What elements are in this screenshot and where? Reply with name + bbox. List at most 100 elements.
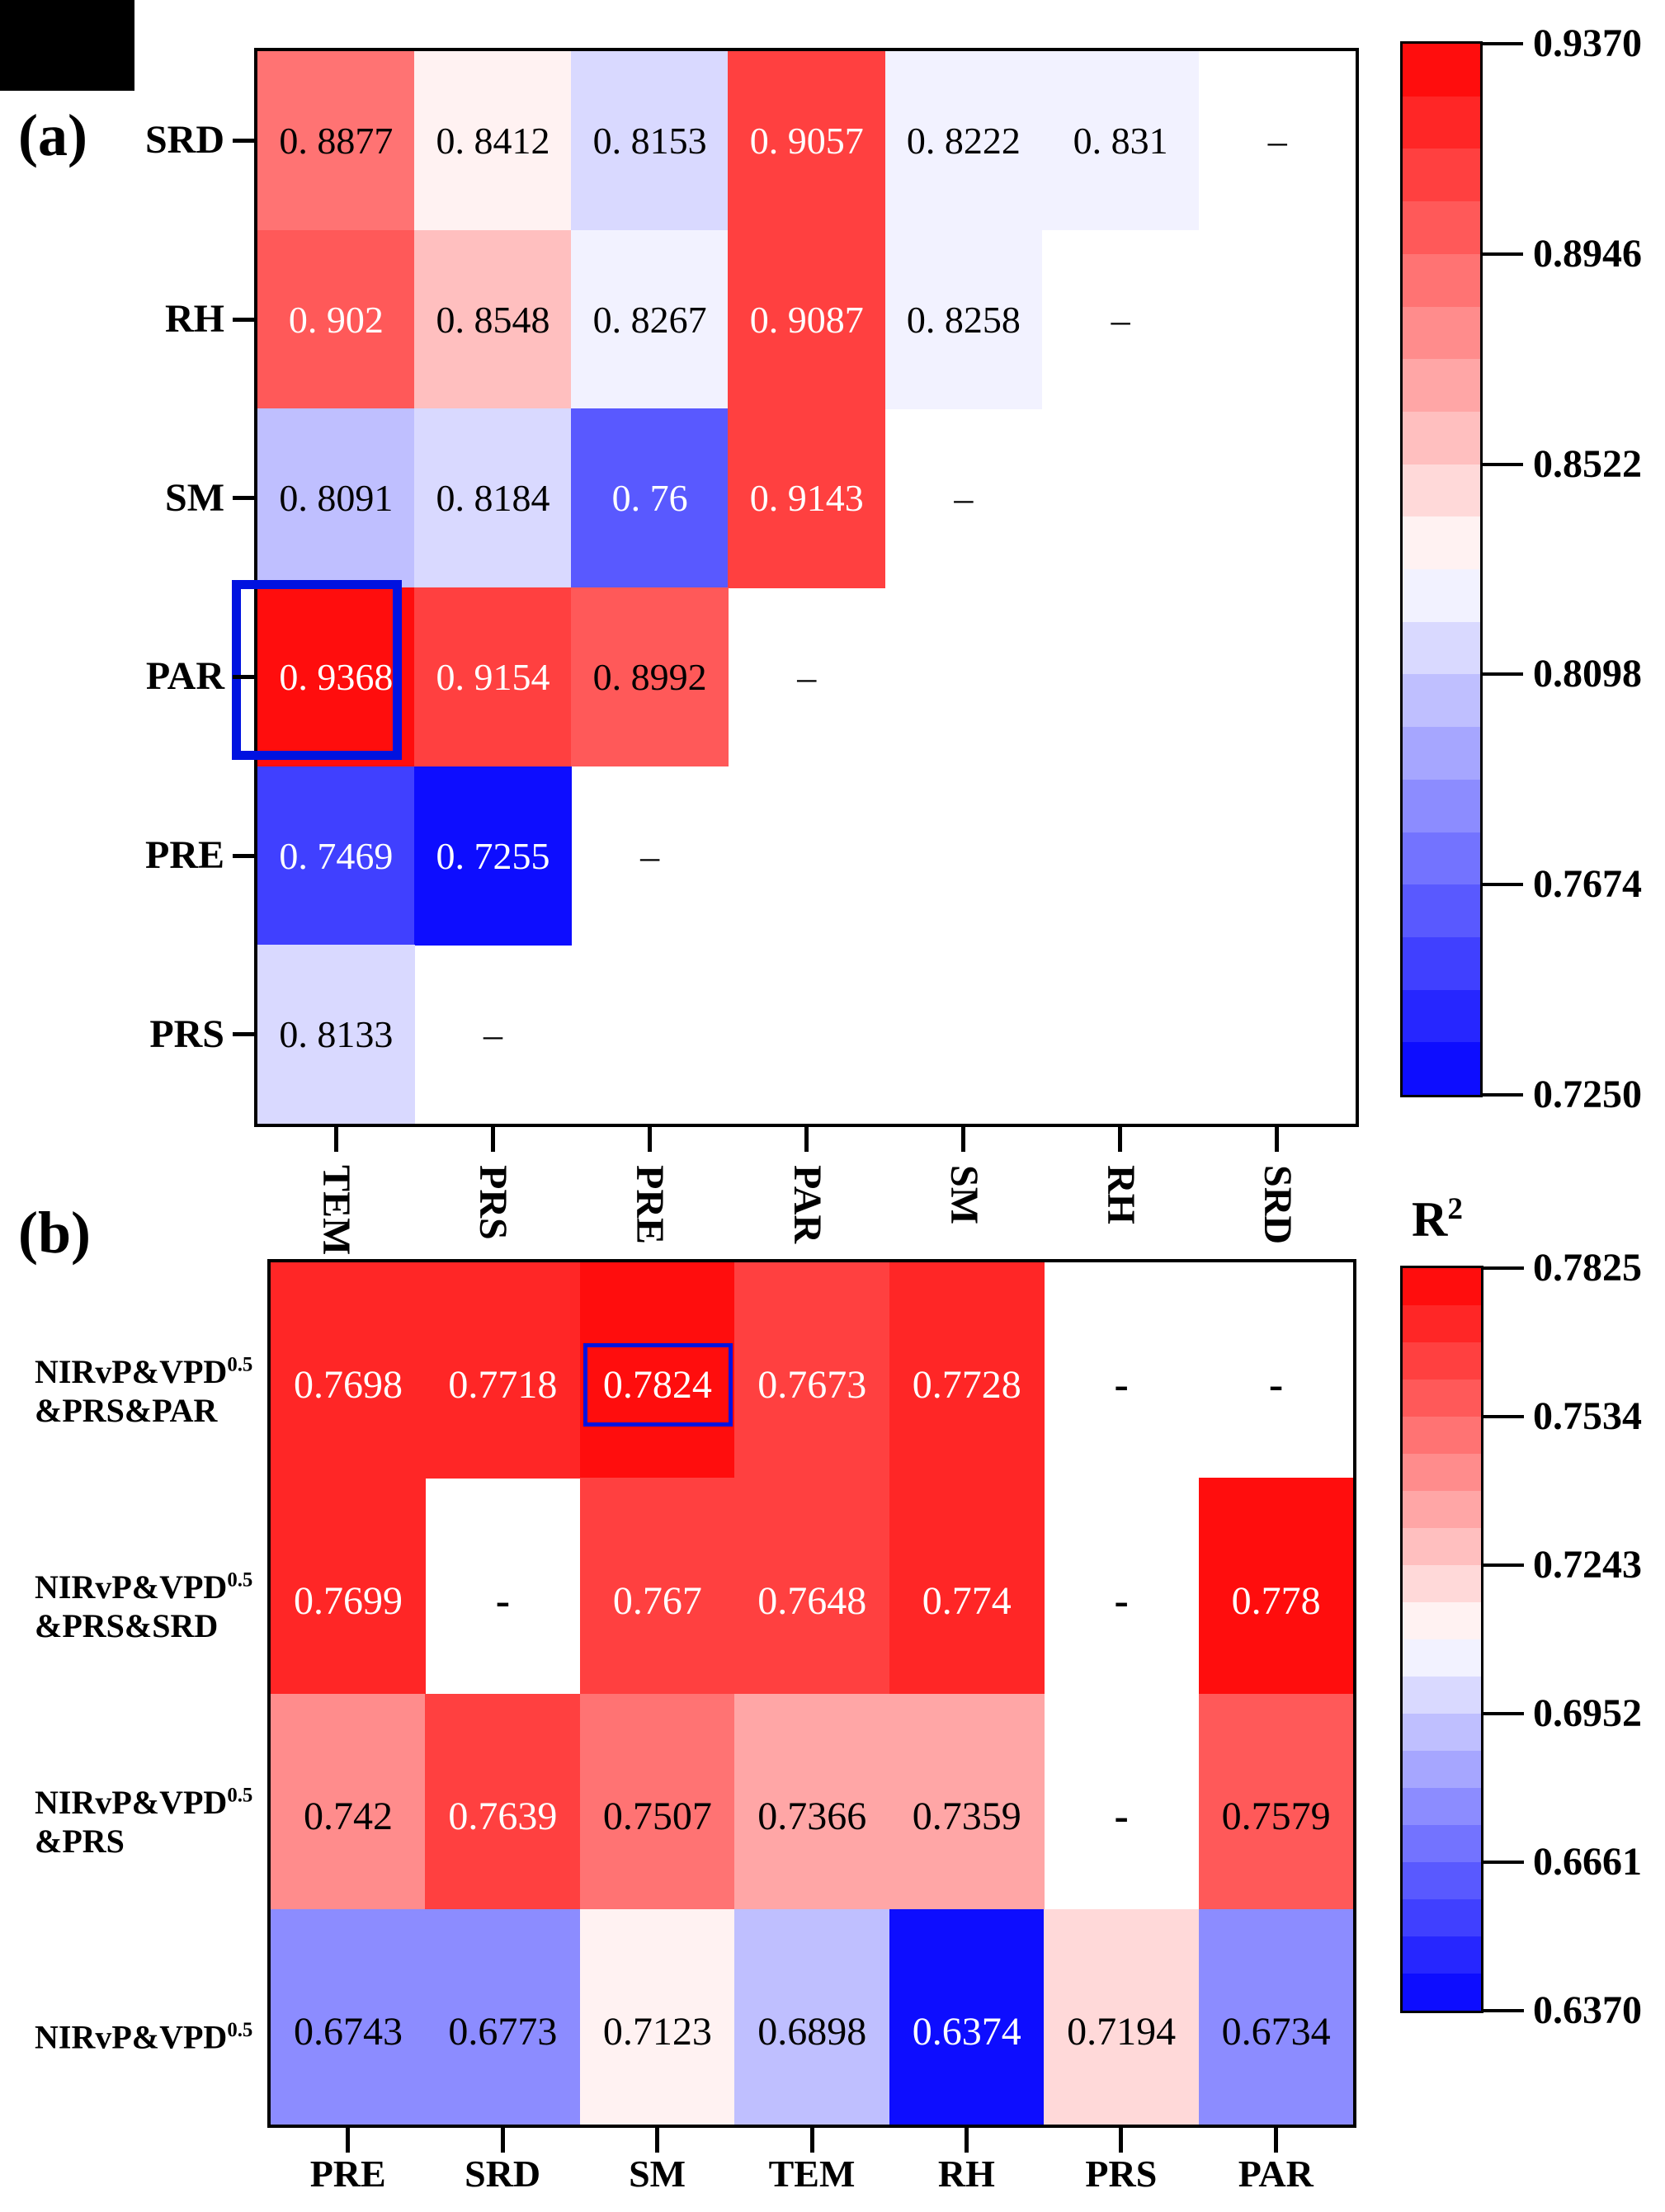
colorbar-tick-label: 0.8098: [1533, 652, 1642, 696]
col-label: SM: [941, 1165, 986, 1224]
colorbar-tick: [1480, 1093, 1523, 1097]
y-axis-tick: [233, 1032, 257, 1037]
col-label: RH: [937, 2153, 995, 2195]
heatmap-dash-cell: -: [425, 1478, 580, 1694]
colorbar-segment: [1403, 936, 1480, 991]
heatmap-cell: 0. 8184: [414, 408, 572, 588]
x-axis-tick: [1273, 2128, 1278, 2153]
heatmap-cell: 0.7699: [271, 1478, 427, 1695]
colorbar-tick-label: 0.6661: [1533, 1840, 1642, 1884]
cell-dash: -: [1268, 1361, 1284, 1409]
colorbar-segment: [1403, 884, 1480, 938]
cell-value: 0. 76: [611, 477, 688, 520]
colorbar-segment: [1403, 1305, 1481, 1343]
x-axis-tick: [809, 2128, 814, 2153]
x-axis-tick: [961, 1127, 966, 1152]
cell-value: 0.6773: [448, 2010, 558, 2054]
heatmap-dash-cell: -: [1199, 1262, 1354, 1479]
colorbar-segment: [1403, 1491, 1481, 1529]
colorbar-title: R2: [1412, 1192, 1463, 1247]
row-label: PRE: [0, 836, 224, 875]
colorbar-segment: [1403, 1677, 1481, 1714]
colorbar-segment: [1403, 306, 1480, 360]
cell-value: 0. 9154: [436, 656, 550, 699]
heatmap-cell: 0.778: [1198, 1478, 1354, 1695]
heatmap-cell: 0.7639: [425, 1693, 581, 1910]
colorbar-tick-label: 0.6370: [1533, 1988, 1642, 2032]
colorbar-segment: [1403, 1565, 1481, 1603]
panel-a-label: (a): [18, 102, 87, 168]
cell-value: 0.6374: [912, 2010, 1021, 2054]
heatmap-cell: 0. 76: [571, 408, 729, 588]
colorbar-segment: [1403, 1417, 1481, 1455]
cell-value: 0.778: [1231, 1578, 1321, 1623]
cell-value: 0.6743: [294, 2010, 403, 2054]
highlight-box: [232, 580, 402, 760]
cell-value: 0.7366: [757, 1794, 867, 1838]
heatmap-dash-cell: –: [571, 766, 729, 946]
heatmap-cell: 0. 831: [1041, 51, 1200, 231]
x-axis-tick: [804, 1127, 809, 1152]
row-label-line: PRS: [149, 1012, 224, 1056]
heatmap-dash-cell: –: [728, 587, 885, 766]
x-axis-tick: [333, 1127, 338, 1152]
colorbar-tick-label: 0.8522: [1533, 441, 1642, 486]
cell-value: 0. 8153: [592, 120, 707, 163]
col-label: PRS: [471, 1165, 516, 1240]
colorbar-tick: [1480, 883, 1523, 887]
col-label: PAR: [1238, 2153, 1314, 2195]
colorbar-tick-label: 0.7825: [1533, 1246, 1642, 1290]
heatmap-cell: 0.7194: [1044, 1908, 1200, 2125]
row-label: SM: [0, 478, 224, 518]
superscript: 0.5: [227, 1353, 253, 1376]
heatmap-cell: 0. 8548: [414, 229, 572, 409]
heatmap-cell: 0.7123: [579, 1908, 735, 2125]
colorbar-tick: [1480, 672, 1523, 677]
colorbar-segment: [1403, 1825, 1481, 1863]
x-axis-tick: [655, 2128, 660, 2153]
heatmap-cell: 0. 8153: [571, 51, 729, 231]
cell-value: 0.7639: [448, 1794, 558, 1838]
heatmap-cell: 0. 9057: [728, 51, 886, 231]
heatmap-cell: 0. 9368: [257, 587, 415, 767]
cell-value: 0. 8992: [592, 656, 707, 699]
cell-dash: -: [1114, 1577, 1129, 1625]
cell-value: 0.7507: [602, 1794, 712, 1838]
row-label: NIRvP&VPD0.5 &PRS: [35, 1783, 252, 1861]
cell-dash: –: [640, 834, 660, 877]
heatmap-cell: 0.767: [579, 1478, 735, 1695]
heatmap-cell: 0. 8267: [571, 229, 729, 409]
row-label-line: &PRS&PAR: [35, 1391, 218, 1429]
heatmap-cell: 0.6374: [889, 1908, 1045, 2125]
colorbar-segment: [1403, 516, 1480, 570]
cell-value: 0.7123: [602, 2010, 712, 2054]
heatmap-dash-cell: -: [1044, 1694, 1199, 1910]
superscript: 0.5: [227, 2019, 253, 2042]
heatmap-dash-cell: –: [414, 945, 572, 1124]
cell-value: 0. 8267: [592, 298, 707, 341]
cell-value: 0. 9087: [749, 298, 864, 341]
heatmap-cell: 0. 8992: [571, 587, 729, 767]
cell-dash: –: [483, 1013, 502, 1056]
colorbar-tick: [1481, 1415, 1524, 1418]
colorbar-tick-label: 0.7674: [1533, 862, 1642, 907]
colorbar-segment: [1403, 464, 1480, 517]
cell-value: 0.774: [922, 1578, 1012, 1623]
heatmap-cell: 0. 7255: [414, 766, 572, 946]
col-label: PRE: [309, 2153, 386, 2195]
x-axis-tick: [490, 1127, 495, 1152]
cell-value: 0. 831: [1073, 120, 1168, 163]
colorbar-segment: [1403, 779, 1480, 833]
colorbar-segment: [1403, 149, 1480, 202]
heatmap-cell: 0. 9087: [728, 229, 886, 409]
colorbar-segment: [1403, 359, 1480, 413]
row-label-line: RH: [165, 297, 224, 341]
row-label-line: &PRS&SRD: [35, 1606, 219, 1644]
colorbar-segment: [1403, 411, 1480, 465]
colorbar-segment: [1403, 96, 1480, 149]
cell-value: 0.7728: [912, 1363, 1021, 1408]
colorbar-segment: [1403, 1899, 1481, 1937]
colorbar-segment: [1403, 1751, 1481, 1789]
colorbar-tick: [1481, 1712, 1524, 1715]
colorbar-segment: [1403, 832, 1480, 885]
